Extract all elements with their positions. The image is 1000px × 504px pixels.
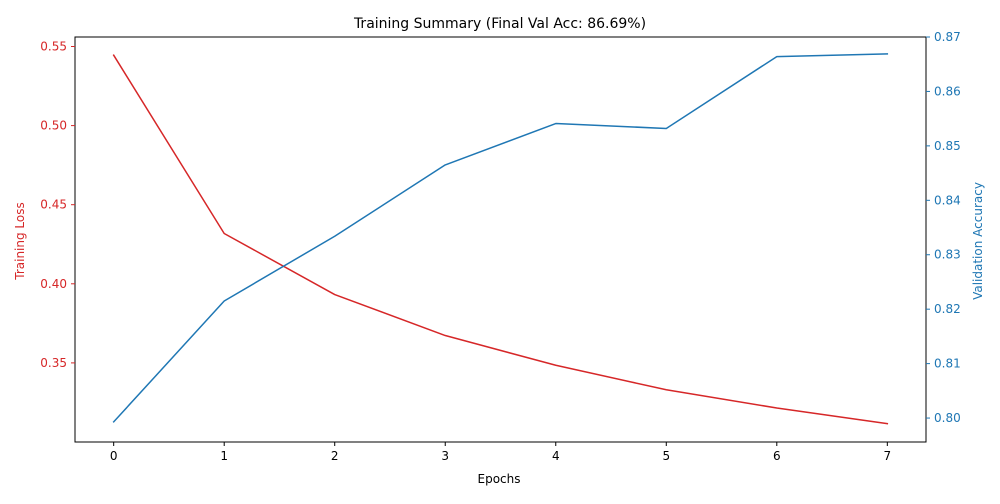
x-tick-label: 6: [773, 449, 781, 463]
right-tick-label: 0.81: [934, 357, 961, 371]
right-tick-label: 0.84: [934, 193, 961, 207]
x-tick-label: 2: [331, 449, 339, 463]
right-y-axis: 0.80 0.81 0.82 0.83 0.84 0.85 0.86 0.87: [926, 30, 961, 425]
x-tick-label: 0: [110, 449, 118, 463]
right-tick-label: 0.80: [934, 411, 961, 425]
x-axis: 0 1 2 3 4 5 6 7: [110, 442, 891, 463]
x-axis-label: Epochs: [478, 472, 521, 486]
right-tick-label: 0.83: [934, 248, 961, 262]
x-tick-label: 1: [220, 449, 228, 463]
left-tick-label: 0.50: [40, 119, 67, 133]
right-tick-label: 0.86: [934, 84, 961, 98]
left-tick-label: 0.55: [40, 39, 67, 53]
left-axis-label: Training Loss: [13, 202, 27, 280]
right-tick-label: 0.87: [934, 30, 961, 44]
plot-marks: [112, 53, 889, 425]
right-tick-label: 0.85: [934, 139, 961, 153]
x-tick-label: 5: [662, 449, 670, 463]
x-tick-label: 7: [883, 449, 891, 463]
right-axis-label: Validation Accuracy: [971, 182, 985, 300]
right-tick-label: 0.82: [934, 302, 961, 316]
left-y-axis: 0.35 0.40 0.45 0.50 0.55: [40, 39, 75, 370]
x-tick-label: 3: [441, 449, 449, 463]
validation-accuracy-line: [112, 53, 889, 423]
x-tick-label: 4: [552, 449, 560, 463]
left-tick-label: 0.35: [40, 356, 67, 370]
plot-frame: [74, 36, 927, 443]
chart-title: Training Summary (Final Val Acc: 86.69%): [353, 16, 646, 32]
training-loss-line: [112, 54, 889, 425]
left-tick-label: 0.40: [40, 277, 67, 291]
left-tick-label: 0.45: [40, 198, 67, 212]
